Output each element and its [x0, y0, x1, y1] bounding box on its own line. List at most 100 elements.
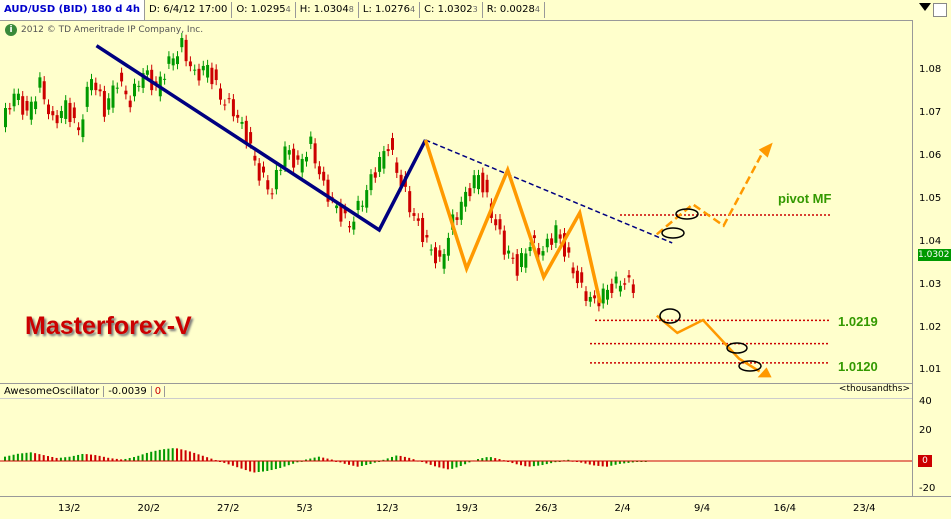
oscillator-bar — [68, 456, 71, 461]
oscillator-bar — [455, 461, 458, 468]
oscillator-bar — [141, 454, 144, 461]
oscillator-bar — [231, 461, 234, 466]
oscillator-bar — [90, 454, 92, 461]
candle-body — [391, 138, 394, 150]
oscillator-bar — [356, 461, 359, 467]
candle-body — [373, 172, 377, 178]
oscillator-bar — [244, 461, 247, 471]
candle-body — [528, 247, 532, 252]
price-tick-label: 1.04 — [919, 235, 942, 247]
oscillator-bar — [25, 452, 28, 461]
candle-body — [128, 100, 132, 108]
symbol-label[interactable]: AUD/USD (BID) 180 d 4h — [0, 0, 145, 20]
time-tick-label: 2/4 — [614, 503, 631, 514]
oscillator-bar — [421, 461, 424, 463]
candle-body — [124, 90, 128, 95]
candle-body — [477, 175, 480, 190]
candle-body — [618, 285, 622, 292]
candle-body — [81, 119, 85, 138]
candle-body — [240, 121, 244, 124]
oscillator-bar — [511, 461, 514, 464]
oscillator-bar — [193, 452, 196, 461]
oscillator-bar — [274, 461, 277, 470]
open-sub: 4 — [285, 5, 291, 14]
oscillator-bar — [382, 459, 385, 461]
candle-body — [188, 61, 192, 67]
candle-body — [47, 104, 50, 115]
low-sub: 4 — [409, 5, 416, 14]
candle-body — [219, 88, 222, 100]
candle-body — [356, 200, 360, 211]
time-axis[interactable] — [0, 496, 951, 519]
oscillator-bar — [171, 448, 174, 461]
candle-body — [545, 238, 549, 248]
candle-body — [51, 111, 55, 116]
candle-body — [55, 115, 59, 124]
oscillator-bar — [360, 461, 363, 466]
orange-projection-up — [655, 148, 766, 236]
oscillator-bar — [42, 455, 45, 461]
oscillator-name[interactable]: AwesomeOscillator — [0, 385, 105, 397]
candle-body — [77, 127, 81, 131]
oscillator-bar — [158, 449, 161, 461]
oscillator-bar — [339, 461, 342, 463]
price-tick-label: 1.03 — [919, 278, 942, 290]
candle-body — [571, 267, 575, 274]
oscillator-bar — [94, 455, 97, 461]
candle-body — [339, 203, 343, 222]
oscillator-bar — [115, 458, 118, 461]
candle-body — [335, 205, 339, 209]
candle-body — [4, 108, 7, 128]
oscillator-bar — [369, 461, 372, 465]
info-icon[interactable]: i — [5, 24, 17, 36]
candle-body — [378, 157, 382, 172]
candle-body — [627, 275, 631, 278]
oscillator-bar — [545, 461, 548, 465]
oscillator-tick-label: 40 — [919, 396, 932, 407]
oscillator-bar — [236, 461, 239, 468]
oscillator-bar — [623, 461, 626, 464]
oscillator-bar — [270, 461, 273, 471]
candle-body — [244, 120, 248, 144]
candle-body — [408, 191, 412, 213]
oscillator-bar — [459, 461, 462, 466]
open-value: O: 1.0295 — [236, 4, 286, 15]
candle-body — [317, 166, 321, 175]
candle-body — [464, 191, 468, 207]
price-tick-label: 1.02 — [919, 321, 942, 333]
maximize-button[interactable] — [933, 3, 947, 17]
candle-body — [416, 218, 420, 221]
oscillator-bar — [201, 455, 204, 461]
oscillator-bar — [287, 461, 290, 466]
candle-body — [485, 179, 489, 193]
candle-body — [382, 151, 386, 169]
oscillator-bar — [283, 461, 286, 467]
oscillator-bar — [412, 459, 415, 461]
candle-body — [520, 253, 523, 268]
candle-body — [614, 276, 618, 284]
low-field: L: 1.02764 — [359, 2, 421, 18]
oscillator-tick-label: -20 — [919, 483, 936, 494]
range-value: R: 0.0028 — [486, 4, 535, 15]
oscillator-bar — [188, 451, 191, 461]
candle-body — [34, 101, 38, 110]
orange-wave — [423, 139, 602, 304]
time-tick-label: 9/4 — [694, 503, 711, 514]
candle-body — [429, 249, 433, 251]
oscillator-bar — [4, 456, 6, 461]
candle-body — [386, 149, 390, 152]
candle-body — [85, 86, 89, 107]
oscillator-bar — [197, 454, 200, 461]
oscillator-bar — [253, 461, 256, 473]
candle-body — [133, 83, 136, 97]
candle-body — [72, 107, 76, 119]
dropdown-arrow-icon[interactable] — [919, 3, 931, 11]
candle-body — [21, 96, 25, 115]
oscillator-bar — [532, 461, 535, 467]
pivot-label: pivot MF — [778, 191, 832, 206]
oscillator-bar — [580, 461, 583, 463]
candle-body — [292, 148, 296, 168]
candle-body — [214, 69, 218, 81]
candle-body — [90, 79, 93, 91]
